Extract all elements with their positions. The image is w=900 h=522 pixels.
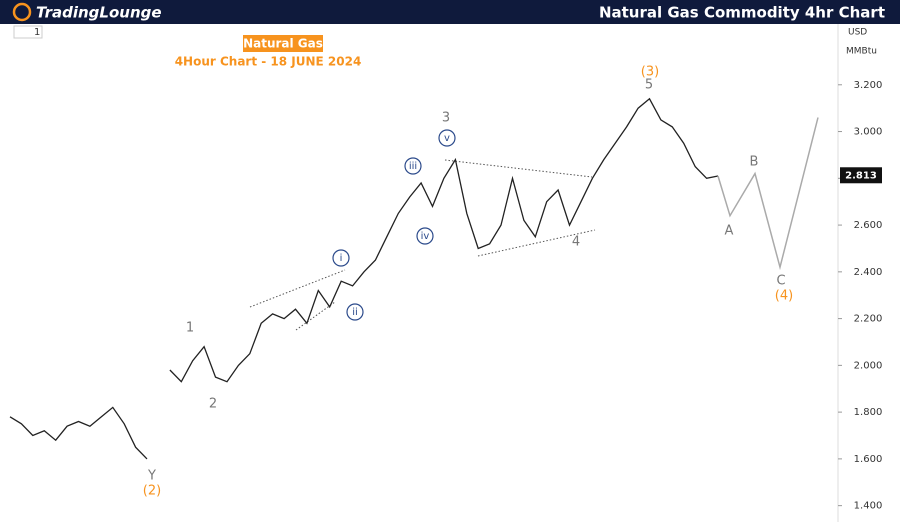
y-tick-label: 2.000	[854, 360, 883, 371]
wave-circle	[438, 129, 456, 147]
wave-label: 2	[209, 397, 217, 412]
y-tick-label: 1.400	[854, 501, 883, 512]
interval-box[interactable]	[13, 25, 43, 39]
wave-label: ii	[352, 307, 358, 318]
interval[interactable]: 1	[34, 27, 40, 38]
wave-circle	[346, 303, 364, 321]
wave-label: C	[776, 274, 785, 289]
wave-label: v	[444, 133, 450, 144]
wave-label: (2)	[143, 484, 161, 499]
wave-label: iii	[409, 161, 417, 172]
y-tick-label: 2.600	[854, 220, 883, 231]
wave-label: Y	[147, 469, 156, 484]
wave-label: 4	[572, 235, 580, 250]
wave-label: (4)	[775, 289, 793, 304]
wave-label: A	[725, 224, 734, 239]
title-bg	[243, 35, 323, 52]
last-price-box	[840, 167, 882, 184]
header-title: Natural Gas Commodity 4hr Chart	[599, 4, 885, 22]
wave-label: iv	[421, 231, 430, 242]
wave-label: B	[750, 155, 759, 170]
wave-label: (3)	[641, 65, 659, 80]
chart-subtitle: 4Hour Chart - 18 JUNE 2024	[175, 55, 362, 69]
logo-icon	[12, 2, 32, 22]
logo: TradingLounge	[36, 4, 162, 22]
y-tick-label: 2.400	[854, 267, 883, 278]
header-bar	[0, 0, 900, 24]
last-price-label: 2.813	[845, 170, 877, 181]
wave-label: 5	[645, 78, 653, 93]
y-tick-label: 1.800	[854, 407, 883, 418]
projection-line	[717, 117, 819, 271]
y-tick-label: 1.600	[854, 454, 883, 465]
wave-circle	[416, 227, 434, 245]
y-tick-label: 3.000	[854, 127, 883, 138]
wave-circle	[332, 249, 350, 267]
wave-label: 3	[442, 111, 450, 126]
wave-circle	[404, 157, 422, 175]
unit: MMBtu	[846, 47, 877, 57]
price-line	[9, 97, 719, 460]
wave-label: i	[340, 253, 343, 264]
y-tick-label: 2.200	[854, 314, 883, 325]
chart-bg	[0, 24, 900, 522]
chart-title: Natural Gas	[243, 37, 323, 51]
y-tick-label: 3.200	[854, 80, 883, 91]
currency: USD	[848, 28, 867, 38]
trendlines	[249, 159, 596, 331]
wave-label: 1	[186, 321, 194, 336]
